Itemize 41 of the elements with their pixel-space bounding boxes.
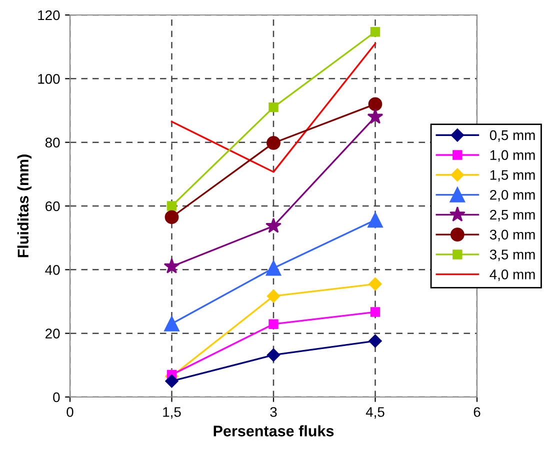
point xyxy=(268,102,278,112)
x-tick-label: 3 xyxy=(270,407,277,417)
legend-label: 2,0 mm xyxy=(490,190,535,202)
y-tick-label: 60 xyxy=(46,201,60,212)
y-tick-label: 0 xyxy=(53,392,60,402)
legend-label: 1,0 mm xyxy=(490,150,535,162)
legend-label: 2,5 mm xyxy=(490,210,535,222)
y-tick-label: 100 xyxy=(38,74,60,84)
legend-label: 3,5 mm xyxy=(490,250,535,262)
point xyxy=(165,374,178,388)
y-tick-label: 20 xyxy=(46,328,60,339)
legend-label: 3,0 mm xyxy=(490,230,535,242)
point xyxy=(368,334,382,348)
point xyxy=(164,316,180,332)
point xyxy=(266,348,280,362)
x-tick-label: 1,5 xyxy=(163,407,181,419)
point xyxy=(266,218,282,233)
y-tick-label: 80 xyxy=(45,138,60,148)
point xyxy=(266,260,282,276)
point xyxy=(368,277,382,291)
x-tick-label: 0 xyxy=(66,407,74,417)
point xyxy=(268,319,278,329)
point xyxy=(368,212,383,228)
legend-label: 1,5 mm xyxy=(490,170,535,182)
legend-label: 4,0 mm xyxy=(490,270,535,281)
legend-label: 0,5 mm xyxy=(490,130,535,142)
y-tick-label: 40 xyxy=(45,265,60,275)
x-axis-title: Persentase fluks xyxy=(214,425,334,436)
point xyxy=(367,108,384,124)
y-axis-title: Fluiditas (mm) xyxy=(17,154,32,258)
point xyxy=(166,201,177,211)
x-tick-label: 6 xyxy=(474,407,480,417)
point xyxy=(266,290,280,303)
point xyxy=(370,27,380,37)
y-tick-label: 120 xyxy=(38,10,60,20)
point xyxy=(266,136,280,150)
point xyxy=(164,258,180,274)
point xyxy=(368,97,382,112)
x-tick-label: 4,5 xyxy=(366,407,384,419)
point xyxy=(164,210,179,224)
point xyxy=(370,307,380,317)
